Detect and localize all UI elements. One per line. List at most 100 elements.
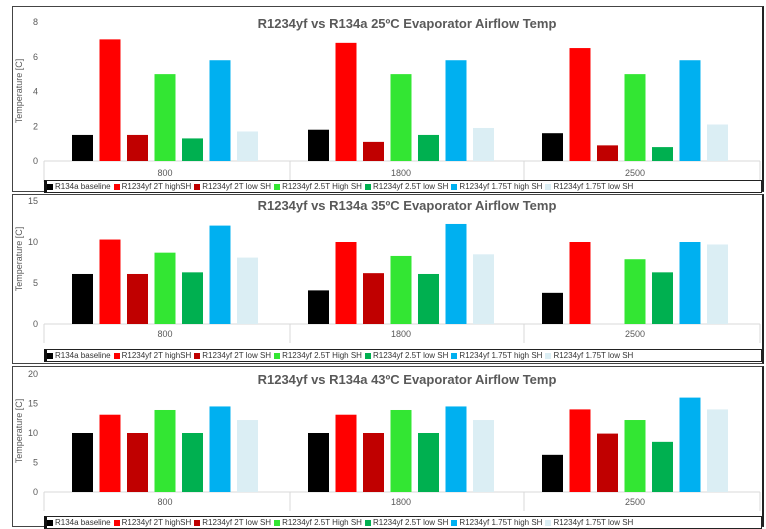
x-category-label: 2500	[625, 497, 645, 507]
bar	[569, 48, 591, 161]
legend-label: R1234yf 1.75T high SH	[459, 182, 543, 191]
legend-label: R1234yf 1.75T low SH	[553, 518, 634, 527]
bar	[679, 242, 701, 324]
bar	[390, 255, 412, 324]
legend-item: R1234yf 2.5T low SH	[364, 518, 449, 527]
legend-label: R1234yf 2.5T High SH	[282, 182, 362, 191]
bar	[363, 433, 384, 492]
legend-swatch	[364, 352, 371, 359]
legend-swatch	[451, 352, 458, 359]
bar	[679, 60, 701, 161]
legend-swatch	[194, 519, 201, 526]
x-category-label: 1800	[391, 329, 411, 339]
legend-item: R134a baseline	[47, 518, 111, 527]
legend-label: R1234yf 2.5T low SH	[372, 518, 449, 527]
y-tick-label: 6	[33, 52, 38, 62]
x-category-label: 800	[157, 168, 172, 178]
bar	[445, 60, 467, 161]
bar	[99, 414, 121, 492]
x-category-label: 2500	[625, 329, 645, 339]
legend-label: R1234yf 2.5T low SH	[372, 351, 449, 360]
bar	[308, 433, 329, 492]
bar	[237, 257, 258, 324]
legend-swatch	[545, 352, 552, 359]
legend-swatch	[364, 519, 371, 526]
legend-swatch	[194, 183, 201, 190]
chart-title: R1234yf vs R134a 25ºC Evaporator Airflow…	[258, 16, 557, 31]
bar	[363, 141, 384, 161]
bar	[597, 145, 618, 161]
chart-35c: R1234yf vs R134a 35ºC Evaporator Airflow…	[14, 196, 761, 343]
legend-item: R1234yf 2.5T low SH	[364, 351, 449, 360]
bar	[624, 420, 646, 492]
chart-panel-43c: R1234yf vs R134a 43ºC Evaporator Airflow…	[0, 366, 764, 529]
bar	[707, 409, 728, 492]
bar	[473, 420, 494, 492]
legend-swatch	[274, 183, 281, 190]
bar	[569, 409, 591, 492]
bar	[473, 127, 494, 161]
y-tick-label: 4	[33, 87, 38, 97]
bar	[679, 397, 701, 492]
bar	[363, 273, 384, 324]
legend-swatch	[113, 183, 120, 190]
bar	[652, 272, 673, 324]
bar	[308, 290, 329, 324]
chart-43c: R1234yf vs R134a 43ºC Evaporator Airflow…	[14, 369, 761, 511]
bar	[209, 406, 231, 492]
legend-label: R1234yf 2T highSH	[121, 182, 192, 191]
y-tick-label: 8	[33, 17, 38, 27]
bar	[418, 273, 439, 324]
legend-item: R1234yf 1.75T high SH	[451, 182, 542, 191]
x-category-label: 800	[157, 497, 172, 507]
bar	[99, 239, 121, 324]
bar	[209, 225, 231, 324]
bar	[72, 433, 93, 492]
bar	[390, 409, 412, 492]
bar	[707, 124, 728, 161]
bar	[127, 433, 148, 492]
legend-item: R134a baseline	[47, 182, 111, 191]
bar	[445, 223, 467, 324]
chart-legend-43c: R134a baseline R1234yf 2T highSH R1234yf 2…	[44, 516, 762, 529]
legend-item: R1234yf 1.75T low SH	[545, 182, 633, 191]
bar	[99, 39, 121, 161]
x-category-label: 800	[157, 329, 172, 339]
x-category-label: 1800	[391, 168, 411, 178]
y-tick-label: 10	[28, 428, 38, 438]
bar	[445, 406, 467, 492]
legend-label: R1234yf 2T low SH	[202, 518, 272, 527]
legend-item: R1234yf 1.75T high SH	[451, 351, 542, 360]
bar	[335, 42, 357, 161]
y-axis-label: Temperature [C]	[14, 59, 24, 124]
chart-title: R1234yf vs R134a 35ºC Evaporator Airflow…	[258, 198, 557, 213]
y-tick-label: 0	[33, 156, 38, 166]
legend-item: R1234yf 2T low SH	[194, 182, 271, 191]
bar	[390, 74, 412, 161]
bar	[652, 441, 673, 492]
legend-label: R134a baseline	[55, 182, 111, 191]
bar	[209, 60, 231, 161]
legend-label: R1234yf 1.75T high SH	[459, 518, 543, 527]
bar	[624, 259, 646, 324]
legend-item: R1234yf 2.5T High SH	[274, 351, 362, 360]
bar	[569, 242, 591, 324]
legend-swatch	[194, 352, 201, 359]
legend-swatch	[274, 519, 281, 526]
chart-legend-25c: R134a baseline R1234yf 2T highSH R1234yf 2…	[44, 180, 762, 193]
legend-swatch	[113, 352, 120, 359]
legend-item: R1234yf 2T low SH	[194, 518, 271, 527]
legend-label: R1234yf 1.75T low SH	[553, 182, 634, 191]
bar	[335, 414, 357, 492]
y-tick-label: 5	[33, 458, 38, 468]
legend-label: R1234yf 2T highSH	[121, 518, 192, 527]
y-tick-label: 10	[28, 237, 38, 247]
y-tick-label: 5	[33, 278, 38, 288]
legend-label: R1234yf 1.75T low SH	[553, 351, 634, 360]
bar	[154, 409, 176, 492]
chart-legend-35c: R134a baseline R1234yf 2T highSH R1234yf 2…	[44, 349, 762, 362]
legend-item: R1234yf 1.75T low SH	[545, 518, 633, 527]
legend-swatch	[451, 519, 458, 526]
legend-item: R1234yf 2.5T low SH	[364, 182, 448, 191]
bar	[182, 138, 203, 161]
